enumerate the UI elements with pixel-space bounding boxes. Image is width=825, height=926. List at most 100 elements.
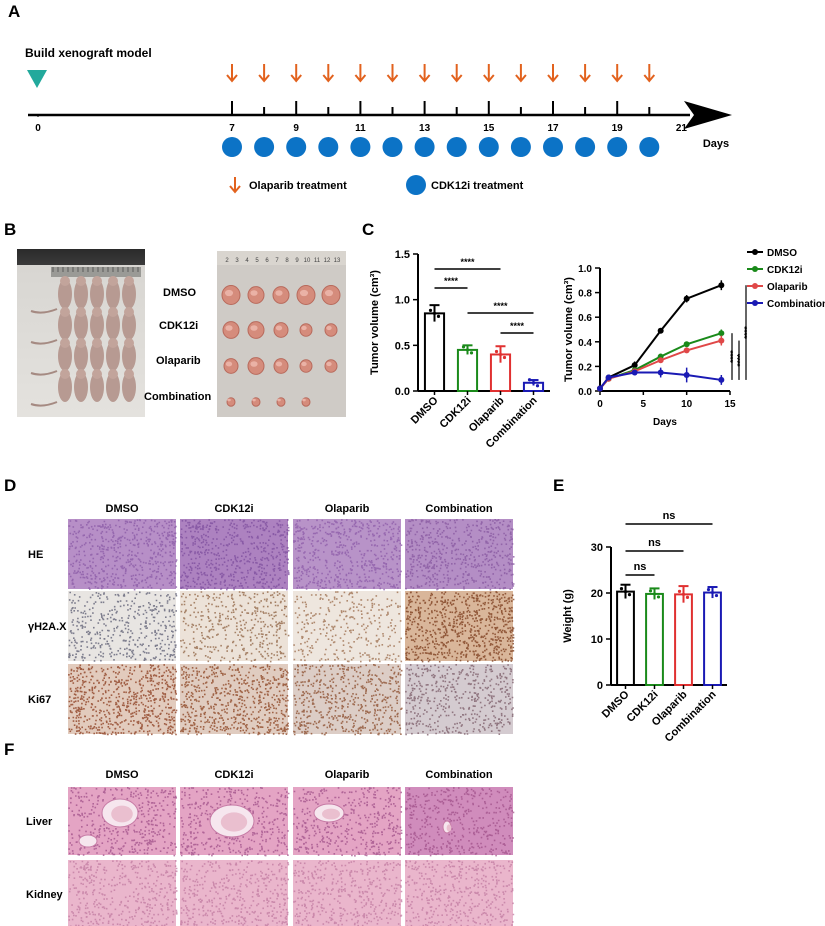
cdk12i-circle-icon: [543, 137, 563, 157]
tissue-texture: [180, 519, 290, 591]
y-tick-label: 0.6: [578, 313, 592, 324]
data-point: [619, 587, 624, 591]
mouse-body: [106, 341, 120, 371]
y-tick-label: 0.5: [395, 340, 410, 352]
tumor-specimen: [273, 322, 289, 338]
timeline-tick-label: 13: [419, 123, 431, 134]
he-row-label: Kidney: [26, 889, 64, 901]
mouse-head: [76, 307, 86, 317]
tumor-highlight: [275, 290, 283, 296]
tissue-texture: [293, 664, 403, 736]
legend-marker: [752, 266, 758, 272]
mouse-head: [76, 338, 86, 348]
mouse-body: [58, 279, 72, 309]
legend-marker: [752, 249, 758, 255]
legend-label: CDK12i: [767, 265, 803, 276]
tumors-drawing: 2 3 4 5 6 7 8 9 10 11 12 13: [217, 251, 346, 407]
group-label-olaparib: Olaparib: [156, 355, 201, 367]
he-image-grid: DMSO CDK12i Olaparib Combination Liver Kidney: [26, 769, 515, 926]
data-point: [706, 587, 711, 592]
mice-photo: [17, 249, 145, 417]
tumors-photo: 2 3 4 5 6 7 8 9 10 11 12 13: [217, 251, 346, 417]
tumor-highlight: [302, 398, 306, 402]
significance-label: ns: [634, 561, 647, 573]
vessel-lumen: [446, 824, 452, 832]
ihc-row-label: Ki67: [28, 694, 51, 706]
olaparib-arrow-icon: [547, 74, 559, 83]
he-image: [405, 860, 513, 926]
data-point: [465, 348, 470, 352]
bar: [616, 590, 635, 686]
liver-vessel: [78, 834, 98, 848]
mouse-head: [92, 338, 102, 348]
ihc-column-label: Olaparib: [325, 503, 370, 515]
data-point: [498, 352, 503, 357]
tumor-specimen: [324, 323, 338, 337]
tissue-texture: [405, 664, 514, 736]
data-point: [535, 384, 540, 388]
series-point: [718, 330, 725, 337]
x-tick-label: 10: [681, 399, 693, 410]
significance-label: ****: [493, 301, 508, 311]
data-point: [428, 308, 433, 312]
he-column-label: DMSO: [106, 769, 139, 781]
series-point: [605, 374, 612, 381]
timeline-tick-label: 9: [293, 123, 299, 134]
tissue-texture: [68, 664, 178, 736]
tissue-texture: [293, 519, 403, 591]
mouse-head: [60, 369, 70, 379]
mouse-body: [90, 341, 104, 371]
y-tick-label: 0.8: [578, 289, 592, 300]
mouse-body: [58, 341, 72, 371]
ihc-column-label: Combination: [425, 503, 492, 515]
mouse-head: [108, 338, 118, 348]
significance-label: ns: [648, 537, 661, 549]
mouse-body: [106, 279, 120, 309]
data-point: [627, 593, 632, 597]
tumor-highlight: [275, 325, 283, 331]
y-axis-label: Tumor volume (cm³): [369, 270, 381, 375]
tumor-highlight: [301, 325, 307, 331]
data-point: [436, 314, 441, 318]
cdk12i-circle-icon: [575, 137, 596, 157]
tumor-specimen: [299, 359, 313, 373]
tissue-texture: [180, 664, 290, 736]
panel-c-letter: C: [362, 220, 375, 239]
olaparib-arrow-icon: [258, 74, 270, 83]
tumor-highlight: [252, 398, 256, 402]
group-label-cdk12i: CDK12i: [159, 320, 199, 332]
ruler-number: 11: [314, 258, 321, 264]
olaparib-arrow-icon: [483, 74, 495, 83]
ihc-row-label: HE: [28, 549, 43, 561]
mouse-body: [74, 279, 88, 309]
tumor-highlight: [277, 398, 281, 402]
data-point: [527, 378, 532, 382]
tumor-specimen: [299, 323, 313, 337]
panel-d: D DMSO CDK12i Olaparib Combination HE γH2A.X K…: [0, 474, 530, 736]
tumor-highlight: [250, 361, 258, 367]
tumor-highlight: [301, 361, 307, 367]
significance-label: ****: [510, 321, 525, 331]
he-image: [293, 787, 401, 855]
bar: [703, 591, 722, 686]
mouse-head: [92, 307, 102, 317]
tumor-highlight: [324, 289, 334, 297]
mouse-head: [76, 276, 86, 286]
olaparib-arrow-icon: [386, 74, 399, 83]
ruler: [217, 251, 346, 265]
panel-e: E 0 10 20 30 Weight (g) DMSO CDK12i Olaparib Com…: [548, 474, 825, 764]
ruler-number: 12: [324, 258, 331, 264]
cdk12i-circle-icon: [318, 137, 339, 157]
tissue-texture: [405, 860, 515, 926]
timeline-diagram: 0 7 9 11 13 15 17 19 21 Days Olaparib treatment CDK…: [27, 64, 732, 195]
olaparib-arrow-icon: [418, 74, 431, 83]
mouse-head: [108, 369, 118, 379]
mouse-tail: [30, 339, 58, 345]
y-tick-label: 0.2: [578, 362, 592, 373]
y-tick-label: 0.4: [578, 338, 592, 349]
mouse-body: [58, 310, 72, 340]
series-point: [718, 337, 725, 344]
panel-c: C 0.0 0.5 1.0 1.5 Tumor volume (cm³) DMSO CDK1…: [362, 218, 825, 473]
ihc-row-label: γH2A.X: [28, 621, 67, 633]
x-tick-label: 5: [641, 399, 647, 410]
